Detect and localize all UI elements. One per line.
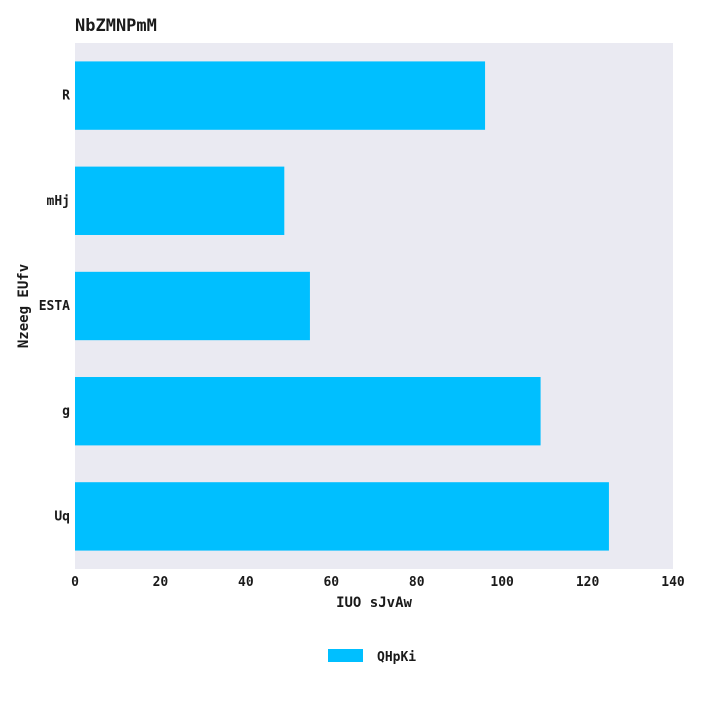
legend-swatch — [328, 649, 363, 662]
bar-Uq — [75, 482, 609, 551]
y-tick-label: mHj — [47, 194, 70, 209]
x-tick-label: 60 — [323, 575, 339, 590]
x-tick-label: 40 — [238, 575, 254, 590]
y-tick-label: g — [62, 404, 70, 419]
bar-mHj — [75, 166, 285, 235]
x-tick-label: 0 — [71, 575, 79, 590]
bar-R — [75, 61, 486, 130]
x-axis-label: IUO sJvAw — [336, 595, 412, 611]
y-tick-label: R — [62, 89, 70, 104]
y-tick-label: Uq — [54, 509, 70, 524]
x-tick-label: 140 — [661, 575, 685, 590]
x-tick-label: 20 — [153, 575, 169, 590]
chart-title: NbZMNPmM — [75, 16, 157, 36]
x-tick-label: 100 — [490, 575, 514, 590]
y-tick-label: ESTA — [39, 299, 70, 314]
legend: QHpKi — [328, 649, 416, 665]
bar-g — [75, 377, 541, 446]
y-axis-label: Nzeeg EUfv — [16, 264, 32, 348]
x-tick-label: 80 — [409, 575, 425, 590]
x-tick-label: 120 — [576, 575, 600, 590]
bars-layer — [75, 61, 609, 551]
x-tick-labels: 0 20 40 60 80 100 120 140 — [71, 575, 685, 590]
bar-ESTA — [75, 271, 310, 341]
legend-label: QHpKi — [377, 650, 416, 665]
